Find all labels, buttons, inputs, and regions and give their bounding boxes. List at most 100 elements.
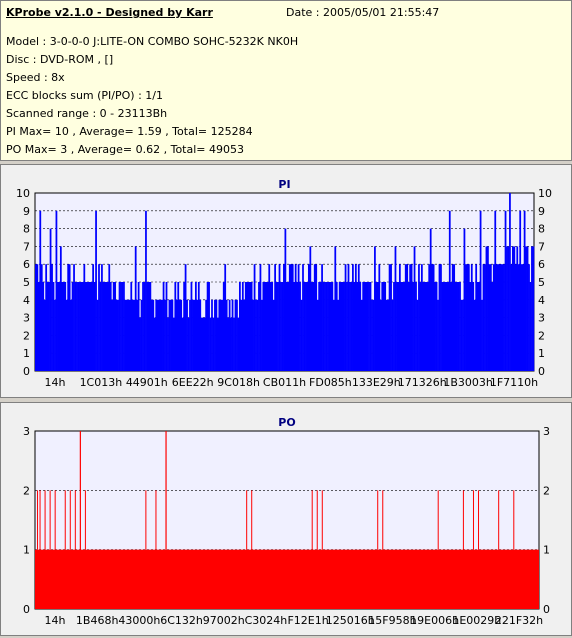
pi-bar xyxy=(211,299,213,371)
pi-bar xyxy=(293,282,296,371)
pi-bar xyxy=(247,282,250,371)
pi-bar xyxy=(329,282,332,371)
pi-bar xyxy=(261,299,263,371)
pi-bar xyxy=(225,299,228,371)
pi-bar xyxy=(92,264,95,371)
pi-bar xyxy=(40,264,43,371)
pi-bar xyxy=(381,282,384,371)
pi-bar xyxy=(142,282,144,371)
pi-bar xyxy=(208,282,210,371)
y-tick-label-left: 3 xyxy=(23,425,30,438)
pi-bar xyxy=(43,299,46,371)
chart-title: PO xyxy=(278,416,295,429)
pi-bar xyxy=(390,264,392,371)
pi-bar xyxy=(98,264,100,371)
pi-bar xyxy=(437,299,439,371)
x-tick-label: 43000h xyxy=(118,614,160,627)
pi-bar xyxy=(246,282,249,371)
y-tick-label-left: 10 xyxy=(16,187,30,200)
pi-bar xyxy=(434,282,436,371)
info-line-po: PO Max= 3 , Average= 0.62 , Total= 49053 xyxy=(6,143,244,156)
pi-bar xyxy=(237,317,240,371)
x-tick-label: 14h xyxy=(45,614,66,627)
pi-bar xyxy=(465,264,467,371)
y-tick-label-right: 4 xyxy=(538,294,545,307)
x-tick-label: 6EE22h xyxy=(172,376,214,389)
y-tick-label-left: 1 xyxy=(23,347,30,360)
pi-bar xyxy=(526,246,529,371)
pi-bars xyxy=(35,193,535,371)
pi-bar xyxy=(80,282,83,371)
pi-bar xyxy=(156,299,159,371)
pi-bar xyxy=(428,264,431,371)
pi-bar xyxy=(95,210,97,371)
pi-bar xyxy=(259,264,262,371)
pi-bar xyxy=(265,282,268,371)
x-tick-label: 19E006h xyxy=(410,614,459,627)
pi-bar xyxy=(400,282,403,371)
pi-bar xyxy=(360,299,363,371)
pi-bar xyxy=(121,282,124,371)
pi-bar xyxy=(299,282,301,371)
pi-bar xyxy=(532,246,535,371)
pi-bar xyxy=(55,210,58,371)
pi-bar xyxy=(322,282,325,371)
pi-bar xyxy=(218,299,221,371)
pi-bar xyxy=(425,282,428,371)
pi-bar xyxy=(470,264,473,371)
pi-bar xyxy=(280,282,282,371)
pi-bar xyxy=(362,282,365,371)
pi-bar xyxy=(509,193,511,371)
pi-bar xyxy=(511,246,514,371)
pi-bar xyxy=(111,299,114,371)
pi-bar xyxy=(241,282,244,371)
pi-bar xyxy=(150,299,153,371)
pi-bar xyxy=(404,264,407,371)
info-panel: KProbe v2.1.0 - Designed by Karr Date : … xyxy=(0,0,572,161)
pi-bar xyxy=(190,282,193,371)
pi-bar xyxy=(214,299,216,371)
pi-bar xyxy=(484,264,486,371)
pi-bar xyxy=(224,264,227,371)
pi-bar xyxy=(76,282,78,371)
info-line-range: Scanned range : 0 - 23113Bh xyxy=(6,107,168,120)
pi-bar xyxy=(374,246,376,371)
y-tick-label-left: 2 xyxy=(23,484,30,497)
pi-bar xyxy=(492,264,495,371)
pi-bar xyxy=(476,282,479,371)
pi-bar xyxy=(310,282,313,371)
pi-bar xyxy=(363,282,366,371)
pi-bar xyxy=(441,282,444,371)
pi-bar xyxy=(42,282,45,371)
pi-bar xyxy=(275,282,278,371)
pi-bar xyxy=(128,299,131,371)
pi-bar xyxy=(152,299,155,371)
y-tick-label-left: 5 xyxy=(23,276,30,289)
pi-bar xyxy=(143,282,146,371)
pi-bar xyxy=(109,282,112,371)
pi-bar xyxy=(86,282,89,371)
pi-bar xyxy=(294,264,297,371)
pi-bar xyxy=(488,264,491,371)
pi-bar xyxy=(46,282,49,371)
pi-bar xyxy=(170,299,172,371)
y-tick-label-left: 8 xyxy=(23,223,30,236)
pi-bar xyxy=(164,299,166,371)
po-baseline-bar xyxy=(35,549,539,609)
pi-bar xyxy=(319,282,322,371)
pi-bar xyxy=(393,282,395,371)
pi-bar xyxy=(291,264,294,371)
pi-bar xyxy=(250,282,253,371)
pi-bar xyxy=(335,282,338,371)
pi-bar xyxy=(305,282,307,371)
pi-bar xyxy=(68,264,71,371)
pi-bar xyxy=(239,282,241,371)
pi-bar xyxy=(243,299,246,371)
pi-bar xyxy=(227,317,230,371)
pi-bar xyxy=(473,299,476,371)
y-tick-label-right: 0 xyxy=(543,603,550,616)
pi-bar xyxy=(309,246,312,371)
pi-bar xyxy=(258,282,260,371)
pi-bar xyxy=(503,264,505,371)
pi-bar xyxy=(426,282,429,371)
